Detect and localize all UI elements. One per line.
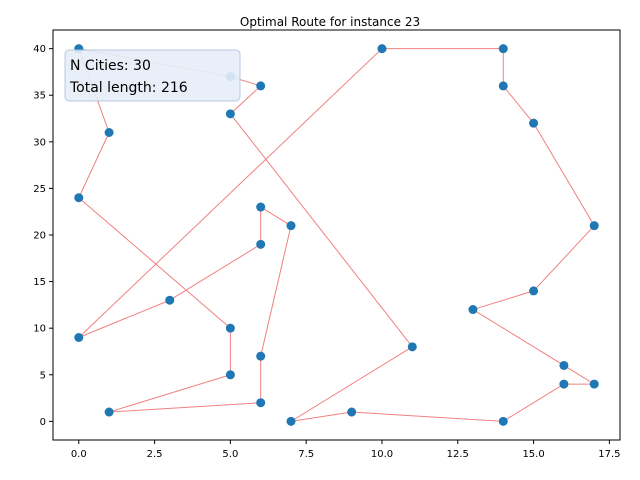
route-segment: [563, 365, 595, 385]
route-segment: [472, 290, 534, 311]
x-tick-label: 10.0: [371, 449, 393, 460]
route-segment: [229, 113, 413, 348]
x-tick-label: 5.0: [222, 449, 238, 460]
route-segment: [351, 411, 504, 422]
y-tick-label: 30: [33, 137, 46, 148]
route-segment: [533, 225, 595, 292]
route-segment: [78, 197, 231, 329]
city-point: [225, 370, 235, 380]
route-segment: [260, 206, 292, 227]
annotation-background: [64, 49, 241, 102]
city-point: [468, 305, 478, 315]
y-tick-label: 20: [33, 231, 46, 242]
city-point: [256, 202, 266, 212]
city-point: [165, 295, 175, 305]
city-point: [407, 342, 417, 352]
y-tick-label: 10: [33, 324, 46, 335]
route-segment: [78, 132, 110, 198]
route-segment: [169, 243, 261, 301]
route-segment: [290, 346, 413, 422]
city-point: [225, 109, 235, 119]
route-segment: [230, 85, 262, 115]
city-point: [498, 44, 508, 54]
city-point: [104, 128, 114, 137]
route-segment: [108, 374, 231, 413]
y-tick-label: 0: [40, 417, 46, 428]
x-tick-label: 2.5: [147, 449, 163, 460]
route-segment: [503, 383, 565, 422]
y-tick-label: 15: [33, 277, 46, 288]
x-tick-label: 7.5: [298, 449, 314, 460]
city-point: [498, 416, 508, 426]
city-point: [74, 193, 84, 203]
route-segment: [78, 48, 383, 338]
city-point: [559, 360, 569, 370]
city-point: [256, 398, 266, 408]
route-segment: [502, 85, 534, 124]
x-tick-label: 17.5: [598, 449, 620, 460]
city-point: [225, 323, 235, 333]
city-point: [377, 44, 387, 54]
route-lines: [78, 48, 595, 422]
chart-title: Optimal Route for instance 23: [240, 15, 420, 29]
city-point: [286, 416, 296, 426]
route-segment: [290, 411, 352, 422]
city-point: [286, 221, 296, 231]
y-axis-ticks: 0 5 10 15 20 25 30 35 40: [33, 44, 53, 428]
city-point: [256, 351, 266, 361]
city-point: [589, 221, 599, 231]
city-point: [347, 407, 357, 417]
route-segment: [533, 122, 595, 226]
route-segment: [260, 225, 292, 357]
city-point: [589, 379, 599, 389]
y-tick-label: 35: [33, 91, 46, 102]
city-point: [529, 286, 539, 296]
city-point: [104, 407, 114, 417]
x-tick-label: 12.5: [447, 449, 469, 460]
y-tick-label: 25: [33, 184, 46, 195]
annotation-box: N Cities: 30 Total length: 216: [64, 49, 241, 102]
x-tick-label: 0.0: [71, 449, 87, 460]
annotation-n-cities: N Cities: 30: [70, 58, 151, 74]
y-tick-label: 5: [40, 370, 46, 381]
x-axis-ticks: 0.0 2.5 5.0 7.5 10.0 12.5 15.0 17.5: [71, 440, 621, 460]
city-point: [559, 379, 569, 389]
city-point: [256, 239, 266, 249]
y-tick-label: 40: [33, 44, 46, 55]
route-segment: [472, 309, 565, 366]
annotation-total-length: Total length: 216: [69, 80, 188, 96]
route-segment: [78, 299, 170, 338]
city-point: [529, 118, 539, 128]
route-segment: [109, 402, 261, 413]
city-point: [498, 81, 508, 91]
city-point: [256, 81, 266, 91]
city-point: [74, 333, 84, 342]
x-tick-label: 15.0: [522, 449, 544, 460]
